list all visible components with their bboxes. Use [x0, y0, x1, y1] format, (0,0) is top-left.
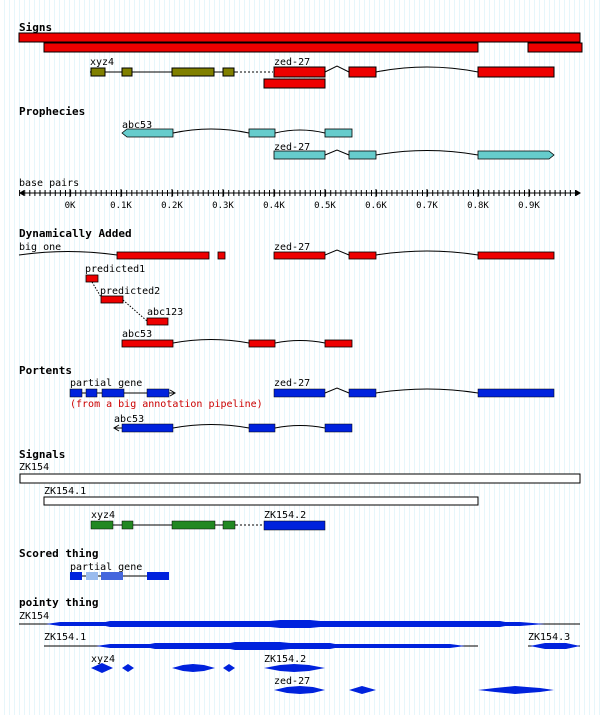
- gene-zed27[interactable]: [273, 249, 555, 260]
- gene-partial-gene-scored[interactable]: [70, 572, 169, 580]
- track-title-prophecies: Prophecies: [19, 105, 85, 118]
- ruler-tick-label: 0.7K: [416, 201, 438, 211]
- feature-label-zk154-2: ZK154.2: [264, 654, 306, 665]
- track-title-portents: Portents: [19, 364, 72, 377]
- feature-bar[interactable]: [527, 42, 583, 53]
- feature-label-predicted2: predicted2: [100, 286, 160, 297]
- feature-label-zk154-2: ZK154.2: [264, 510, 306, 521]
- track-title-scored-thing: Scored thing: [19, 547, 98, 560]
- feature-label-zk154-1: ZK154.1: [44, 632, 86, 643]
- feature-label-zk154: ZK154: [19, 462, 49, 473]
- feature-predicted2[interactable]: [100, 295, 124, 304]
- base-pair-ruler: 0K 0.1K 0.2K 0.3K 0.4K 0.5K 0.6K 0.7K 0.8K 0.9K: [19, 189, 581, 211]
- feature-label-partial-gene: partial gene: [70, 562, 142, 573]
- pointy-zed27[interactable]: [274, 686, 554, 694]
- feature-label-zed27: zed-27: [274, 57, 310, 68]
- feature-label-zed27: zed-27: [274, 142, 310, 153]
- feature-label-zk154-1: ZK154.1: [44, 486, 86, 497]
- feature-label-zk154: ZK154: [19, 611, 49, 622]
- gene-zed27[interactable]: [273, 387, 555, 398]
- feature-zk154-1[interactable]: [43, 496, 479, 506]
- feature-label-abc53: abc53: [122, 329, 152, 340]
- gene-zed27[interactable]: [273, 149, 555, 160]
- feature-label-abc123: abc123: [147, 307, 183, 318]
- feature-label-xyz4: xyz4: [91, 654, 115, 665]
- gene-zed27[interactable]: [273, 65, 555, 78]
- pointy-zk154-3[interactable]: [528, 643, 580, 649]
- connector-line: [122, 299, 148, 322]
- feature-bar[interactable]: [18, 32, 581, 43]
- ruler-tick-label: 0K: [65, 201, 76, 211]
- feature-label-zed27: zed-27: [274, 676, 310, 687]
- feature-label-predicted1: predicted1: [85, 264, 145, 275]
- track-title-signals: Signals: [19, 448, 65, 461]
- ruler-title: base pairs: [19, 178, 79, 189]
- feature-bar[interactable]: [263, 78, 326, 89]
- feature-zk154[interactable]: [19, 473, 581, 484]
- ruler-tick-label: 0.6K: [365, 201, 387, 211]
- pointy-zk154[interactable]: [19, 620, 580, 628]
- ruler-tick-label: 0.5K: [314, 201, 336, 211]
- ruler-tick-label: 0.8K: [467, 201, 489, 211]
- ruler-tick-label: 0.9K: [518, 201, 540, 211]
- gene-xyz4[interactable]: [90, 67, 273, 77]
- track-title-dynamically-added: Dynamically Added: [19, 227, 132, 240]
- feature-predicted1[interactable]: [85, 274, 99, 283]
- feature-zk154-2[interactable]: [263, 520, 326, 531]
- ruler-tick-label: 0.4K: [263, 201, 285, 211]
- gene-partial-gene[interactable]: [69, 388, 176, 398]
- ruler-tick-label: 0.1K: [110, 201, 132, 211]
- pointy-zk154-2[interactable]: [264, 664, 325, 672]
- ruler-tick-label: 0.2K: [161, 201, 183, 211]
- gene-abc53[interactable]: [121, 128, 353, 138]
- track-title-signs: Signs: [19, 21, 52, 34]
- ruler-tick-label: 0.3K: [212, 201, 234, 211]
- pointy-xyz4[interactable]: [91, 663, 235, 673]
- feature-label-abc53: abc53: [122, 120, 152, 131]
- gene-abc53[interactable]: [121, 339, 353, 348]
- feature-label-big-one: big one: [19, 242, 61, 253]
- feature-label-zk154-3: ZK154.3: [528, 632, 570, 643]
- gene-abc53[interactable]: [113, 423, 353, 433]
- gene-xyz4[interactable]: [90, 520, 264, 530]
- feature-note: (from a big annotation pipeline): [70, 399, 263, 410]
- track-title-pointy-thing: pointy thing: [19, 596, 98, 609]
- feature-label-zed27: zed-27: [274, 378, 310, 389]
- feature-label-xyz4: xyz4: [91, 510, 115, 521]
- feature-label-partial-gene: partial gene: [70, 378, 142, 389]
- feature-label-zed27: zed-27: [274, 242, 310, 253]
- feature-label-xyz4: xyz4: [90, 57, 114, 68]
- pointy-zk154-1[interactable]: [44, 642, 478, 650]
- feature-bar[interactable]: [43, 42, 479, 53]
- feature-label-abc53: abc53: [114, 414, 144, 425]
- gene-big-one[interactable]: [18, 251, 226, 260]
- feature-abc123[interactable]: [146, 317, 169, 326]
